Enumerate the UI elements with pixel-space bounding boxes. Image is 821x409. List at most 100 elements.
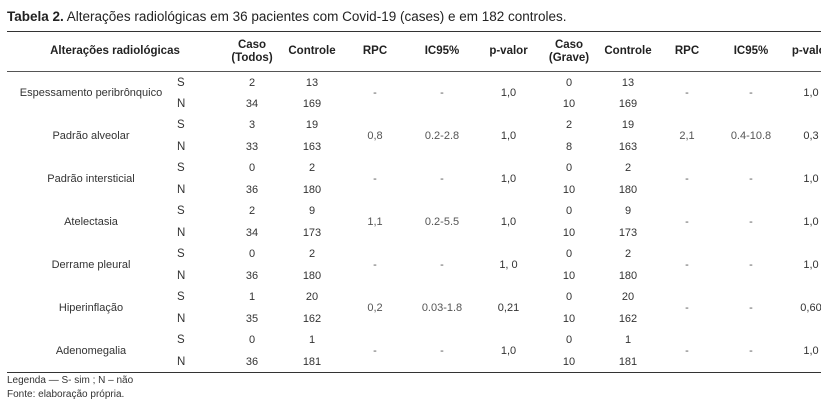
cell-caso-todos: 2 xyxy=(248,205,256,218)
cell-caso-grave: 0 xyxy=(565,248,573,261)
cell-caso-todos: 33 xyxy=(245,140,259,153)
cell-rpc-2: - xyxy=(685,216,689,228)
cell-ic95: 0.2-5.5 xyxy=(424,216,460,228)
cell-controle-2: 9 xyxy=(624,205,632,218)
cell-rpc: 1,1 xyxy=(367,216,383,228)
row-n-marker: N xyxy=(177,97,186,110)
table-caption: Alterações radiológicas em 36 pacientes … xyxy=(63,9,567,24)
cell-ic95-2: 0.4-10.8 xyxy=(730,130,772,142)
header-p-valor-1: p-valor xyxy=(489,45,528,57)
cell-controle-2: 169 xyxy=(618,97,638,110)
cell-p-valor: 1,0 xyxy=(500,344,517,357)
cell-rpc-2: 2,1 xyxy=(679,130,695,142)
cell-caso-todos: 35 xyxy=(245,312,259,325)
cell-controle: 13 xyxy=(305,76,319,89)
cell-caso-grave: 8 xyxy=(565,140,573,153)
cell-caso-grave: 0 xyxy=(565,162,573,175)
row-n-marker: N xyxy=(177,269,186,282)
cell-caso-todos: 36 xyxy=(245,269,259,282)
cell-controle: 180 xyxy=(302,183,322,196)
table-row: N 35 162 10 162 xyxy=(7,308,821,330)
cell-caso-grave: 0 xyxy=(565,76,573,89)
cell-caso-todos: 0 xyxy=(248,334,256,347)
radiology-table: Alterações radiológicas Caso (Todos) Cont… xyxy=(7,31,821,373)
table-row: Adenomegalia S 0 1 - - 1,0 0 1 - - 1,0 xyxy=(7,330,821,357)
header-controle-1: Controle xyxy=(288,45,336,57)
cell-controle: 19 xyxy=(305,119,319,132)
table-row: Derrame pleural S 0 2 - - 1, 0 0 2 - - 1,0 xyxy=(7,244,821,271)
cell-ic95: 0.03-1.8 xyxy=(421,302,463,314)
cell-caso-todos: 34 xyxy=(245,97,259,110)
cell-controle: 169 xyxy=(302,97,322,110)
table-row: N 36 180 10 180 xyxy=(7,179,821,201)
cell-ic95: - xyxy=(440,259,444,271)
cell-caso-grave: 10 xyxy=(562,183,576,196)
legend: Legenda — S- sim ; N – não Fonte: elabor… xyxy=(7,374,133,402)
table-row: Padrão intersticial S 0 2 - - 1,0 0 2 - - 1,0 xyxy=(7,158,821,185)
row-s-marker: S xyxy=(177,248,185,261)
cell-caso-todos: 3 xyxy=(248,119,256,132)
table-number: Tabela 2. xyxy=(7,9,64,24)
cell-caso-grave: 0 xyxy=(565,334,573,347)
cell-caso-todos: 36 xyxy=(245,355,259,368)
cell-rpc: 0,2 xyxy=(367,302,383,314)
header-p-valor-2: p-valor xyxy=(791,45,821,57)
cell-p-valor: 1,0 xyxy=(500,87,517,100)
table-row: Padrão alveolar S 3 19 0,8 0.2-2.8 1,0 2 19 2,1 0.… xyxy=(7,115,821,142)
cell-controle-2: 13 xyxy=(621,76,635,89)
cell-controle: 180 xyxy=(302,269,322,282)
cell-rpc-2: - xyxy=(685,87,689,100)
cell-p-valor: 1,0 xyxy=(500,173,517,185)
cell-caso-grave: 10 xyxy=(562,97,576,110)
cell-rpc-2: - xyxy=(685,344,689,357)
cell-p-valor-2: 1,0 xyxy=(803,87,819,100)
cell-caso-todos: 0 xyxy=(248,162,256,175)
cell-caso-grave: 10 xyxy=(562,312,576,325)
cell-caso-grave: 0 xyxy=(565,291,573,304)
header-controle-2: Controle xyxy=(604,45,652,57)
header-row: Alterações radiológicas Caso (Todos) Cont… xyxy=(7,31,821,72)
cell-p-valor-2: 0,60 xyxy=(800,302,821,314)
row-n-marker: N xyxy=(177,226,186,239)
source-line: Fonte: elaboração própria. xyxy=(7,389,125,400)
row-label: Padrão intersticial xyxy=(47,173,135,185)
cell-controle-2: 19 xyxy=(621,119,635,132)
cell-controle: 173 xyxy=(302,226,322,239)
cell-ic95-2: - xyxy=(749,344,753,357)
cell-controle: 181 xyxy=(302,355,322,368)
cell-controle-2: 163 xyxy=(618,140,638,153)
cell-caso-grave: 0 xyxy=(565,205,573,218)
row-s-marker: S xyxy=(177,291,185,304)
header-caso-todos: Caso (Todos) xyxy=(231,38,273,64)
cell-p-valor-2: 0,3 xyxy=(803,130,819,142)
row-s-marker: S xyxy=(177,119,185,132)
table-title: Tabela 2. Alterações radiológicas em 36 … xyxy=(7,9,567,24)
header-ic95-2: IC95% xyxy=(733,45,769,57)
cell-ic95-2: - xyxy=(749,87,753,100)
cell-p-valor-2: 1,0 xyxy=(803,173,819,185)
cell-rpc: - xyxy=(373,259,377,271)
cell-rpc: - xyxy=(373,87,377,100)
row-s-marker: S xyxy=(177,334,185,347)
cell-controle: 2 xyxy=(308,248,316,261)
cell-controle: 9 xyxy=(308,205,316,218)
cell-controle-2: 1 xyxy=(624,334,632,347)
cell-controle-2: 2 xyxy=(624,248,632,261)
row-label: Adenomegalia xyxy=(55,344,127,357)
row-n-marker: N xyxy=(177,312,186,325)
cell-caso-todos: 0 xyxy=(248,248,256,261)
cell-p-valor: 1,0 xyxy=(500,216,517,228)
row-s-marker: S xyxy=(177,205,185,218)
row-n-marker: N xyxy=(177,140,186,153)
row-s-marker: S xyxy=(177,162,185,175)
cell-rpc-2: - xyxy=(685,173,689,185)
cell-p-valor: 1, 0 xyxy=(499,259,518,271)
cell-controle: 20 xyxy=(305,291,319,304)
cell-caso-todos: 2 xyxy=(248,76,256,89)
cell-ic95-2: - xyxy=(749,302,753,314)
cell-controle-2: 2 xyxy=(624,162,632,175)
row-n-marker: N xyxy=(177,355,186,368)
cell-rpc: 0,8 xyxy=(367,130,383,142)
cell-controle-2: 173 xyxy=(618,226,638,239)
table-row: N 36 180 10 180 xyxy=(7,265,821,287)
